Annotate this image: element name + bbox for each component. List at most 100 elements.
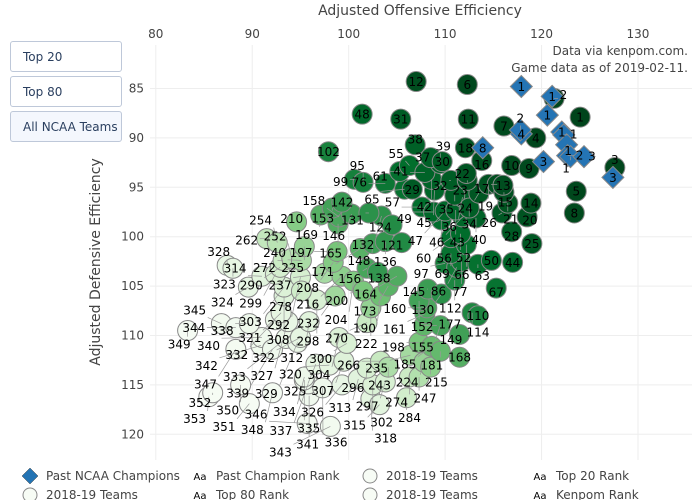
- leader-line: [419, 362, 425, 375]
- team-marker[interactable]: [449, 346, 471, 368]
- team-rank-label: 232: [297, 316, 320, 330]
- y-tick-label: 90: [129, 131, 144, 145]
- team-rank-label: 342: [195, 359, 218, 373]
- team-marker[interactable]: [501, 221, 523, 243]
- legend-item[interactable]: Aa Top 80 Rank: [194, 488, 290, 500]
- x-tick-label: 100: [337, 27, 360, 41]
- team-marker[interactable]: [391, 232, 413, 254]
- team-rank-label: 341: [296, 437, 319, 451]
- team-rank-label: 34: [462, 218, 477, 232]
- team-marker[interactable]: [457, 108, 479, 130]
- circle-icon: [22, 487, 38, 500]
- team-rank-label: 20: [522, 213, 537, 227]
- team-marker[interactable]: [367, 261, 389, 283]
- leader-line: [378, 275, 398, 288]
- team-marker[interactable]: [521, 233, 543, 255]
- team-marker[interactable]: [455, 162, 477, 184]
- team-rank-label: 272: [253, 261, 276, 275]
- leader-line: [249, 319, 276, 348]
- leader-line: [303, 364, 330, 367]
- legend: Past NCAA Champions Aa Past Champion Rank 2…: [21, 467, 639, 500]
- label-leader-lines: [187, 98, 575, 445]
- team-rank-label: 148: [347, 254, 370, 268]
- leader-line: [207, 317, 222, 324]
- legend-item[interactable]: 2018-19 Teams: [362, 487, 478, 500]
- champion-marker[interactable]: [540, 84, 564, 109]
- team-rank-label: 156: [338, 272, 361, 286]
- team-rank-label: 322: [252, 351, 275, 365]
- team-marker[interactable]: [480, 249, 502, 271]
- team-marker[interactable]: [456, 74, 478, 96]
- leader-line: [304, 321, 310, 351]
- team-rank-label: 44: [505, 256, 520, 270]
- team-marker[interactable]: [520, 192, 542, 214]
- top-20-button[interactable]: Top 20: [10, 41, 122, 72]
- leader-line: [247, 338, 287, 370]
- team-rank-label: 321: [238, 331, 261, 345]
- team-marker[interactable]: [569, 106, 591, 128]
- team-marker[interactable]: [286, 211, 308, 233]
- champion-marker[interactable]: [471, 136, 495, 160]
- team-rank-label: 161: [383, 322, 406, 336]
- champion-marker[interactable]: [509, 74, 534, 99]
- leader-line: [445, 216, 463, 235]
- champion-marker[interactable]: [601, 165, 625, 190]
- team-rank-label: 10: [504, 159, 519, 173]
- team-rank-label: 43: [450, 235, 465, 249]
- team-rank-label: 165: [319, 246, 342, 260]
- leader-line: [293, 290, 302, 300]
- leader-line: [432, 190, 435, 216]
- team-marker[interactable]: [390, 108, 412, 130]
- team-marker[interactable]: [502, 251, 524, 273]
- leader-line: [379, 381, 386, 399]
- team-rank-label: 323: [213, 278, 236, 292]
- text-icon: Aa: [534, 491, 547, 500]
- legend-item[interactable]: Aa Top 20 Rank: [534, 469, 630, 483]
- team-rank-label: 31: [393, 113, 408, 127]
- team-marker[interactable]: [351, 103, 373, 125]
- leader-line: [424, 210, 446, 234]
- top-80-button[interactable]: Top 80: [10, 76, 122, 107]
- team-marker[interactable]: [405, 71, 427, 93]
- team-rank-label: 41: [393, 164, 408, 178]
- team-rank-label: 47: [408, 234, 423, 248]
- team-rank-label: 300: [309, 352, 332, 366]
- team-marker[interactable]: [404, 134, 426, 156]
- y-tick-label: 85: [129, 81, 144, 95]
- team-rank-label: 290: [240, 279, 263, 293]
- legend-item[interactable]: 2018-19 Teams: [362, 468, 478, 484]
- champion-marker[interactable]: [572, 144, 596, 169]
- champion-marker[interactable]: [531, 149, 556, 174]
- team-marker[interactable]: [449, 324, 471, 346]
- champion-marker[interactable]: [535, 103, 560, 127]
- team-marker[interactable]: [381, 214, 403, 236]
- legend-item[interactable]: Aa Kenpom Rank: [534, 488, 639, 500]
- team-rank-label: 160: [383, 302, 406, 316]
- leader-line: [326, 207, 340, 218]
- team-marker[interactable]: [492, 174, 514, 196]
- team-marker[interactable]: [563, 202, 585, 224]
- leader-line: [352, 378, 359, 401]
- team-marker[interactable]: [565, 180, 587, 202]
- team-rank-label: 353: [183, 412, 206, 426]
- legend-item[interactable]: 2018-19 Teams: [22, 487, 138, 500]
- legend-item[interactable]: Past NCAA Champions: [21, 467, 180, 485]
- team-rank-label: 262: [235, 234, 258, 248]
- legend-item[interactable]: Aa Past Champion Rank: [194, 469, 340, 483]
- leader-line: [263, 286, 285, 315]
- leader-line: [235, 286, 249, 295]
- team-marker[interactable]: [485, 277, 507, 299]
- team-rank-label: 50: [484, 254, 499, 268]
- team-rank-label: 11: [461, 113, 476, 127]
- legend-label: 2018-19 Teams: [386, 488, 478, 500]
- team-marker[interactable]: [431, 151, 453, 173]
- all-ncaa-teams-button[interactable]: All NCAA Teams: [10, 111, 122, 142]
- team-rank-label: 69: [434, 267, 449, 281]
- team-rank-label: 266: [337, 358, 360, 372]
- team-rank-label: 45: [416, 216, 431, 230]
- champion-rank-label: 1: [517, 80, 525, 94]
- team-marker[interactable]: [467, 305, 489, 327]
- team-marker[interactable]: [331, 191, 353, 213]
- team-marker[interactable]: [317, 141, 339, 163]
